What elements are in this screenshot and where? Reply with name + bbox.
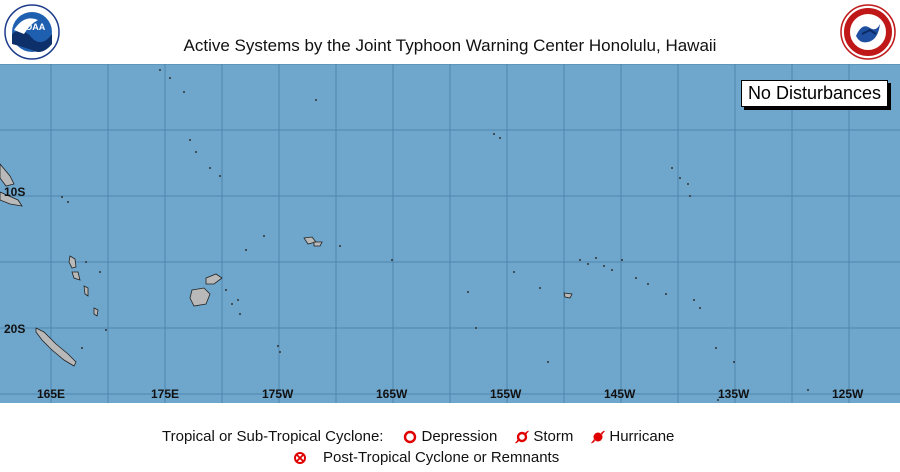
storm-icon [515,430,530,443]
lon-label: 175E [151,387,180,401]
legend-row-cyclone: Tropical or Sub-Tropical Cyclone: Depres… [162,428,674,445]
legend-depression: Depression [403,428,497,445]
page-title: Active Systems by the Joint Typhoon Warn… [183,36,717,55]
solomon-islands [0,163,15,187]
fiji-vanua-levu [205,273,223,285]
hurricane-icon [591,430,606,443]
legend-depression-label: Depression [421,428,498,445]
status-badge: No Disturbances [740,80,888,107]
lon-label: 165W [376,387,408,401]
lon-label: 145W [604,387,636,401]
vanuatu-island [93,307,99,317]
legend-post-tropical-label: Post-Tropical Cyclone or Remnants [323,449,560,466]
samoa-island [313,241,323,247]
noaa-logo[interactable]: NOAA [4,4,60,60]
vanuatu-island [71,271,81,281]
map-canvas [0,64,900,403]
land-masses [0,163,573,367]
nws-logo[interactable] [840,4,896,60]
legend-cyclone-label: Tropical or Sub-Tropical Cyclone: [162,428,384,445]
lon-label: 155W [490,387,522,401]
header: NOAA Active Systems by the Joint Typhoon… [0,0,900,64]
legend-storm: Storm [515,428,573,445]
vanuatu-island [68,255,77,269]
lat-label: 10S [4,185,26,199]
lon-label: 125W [832,387,864,401]
post-tropical-icon [294,451,306,464]
legend-storm-label: Storm [533,428,574,445]
fiji-viti-levu [189,287,211,307]
vanuatu-island [83,285,89,297]
small-islands [61,69,809,401]
solomon-islands [0,191,23,207]
lon-label: 135W [718,387,750,401]
lon-label: 165E [37,387,66,401]
lat-label: 20S [4,322,26,336]
lon-label: 175W [262,387,294,401]
legend: Tropical or Sub-Tropical Cyclone: Depres… [0,403,900,472]
svg-text:NOAA: NOAA [19,22,46,32]
grid-lines [0,64,900,403]
depression-icon [404,430,417,443]
tahiti [563,292,573,299]
legend-row-post-tropical: Post-Tropical Cyclone or Remnants [293,449,559,466]
new-caledonia [35,327,77,367]
legend-hurricane-label: Hurricane [609,428,675,445]
legend-hurricane: Hurricane [591,428,674,445]
pacific-map: No Disturbances 10S 20S 165E 175E 175W 1… [0,64,900,403]
